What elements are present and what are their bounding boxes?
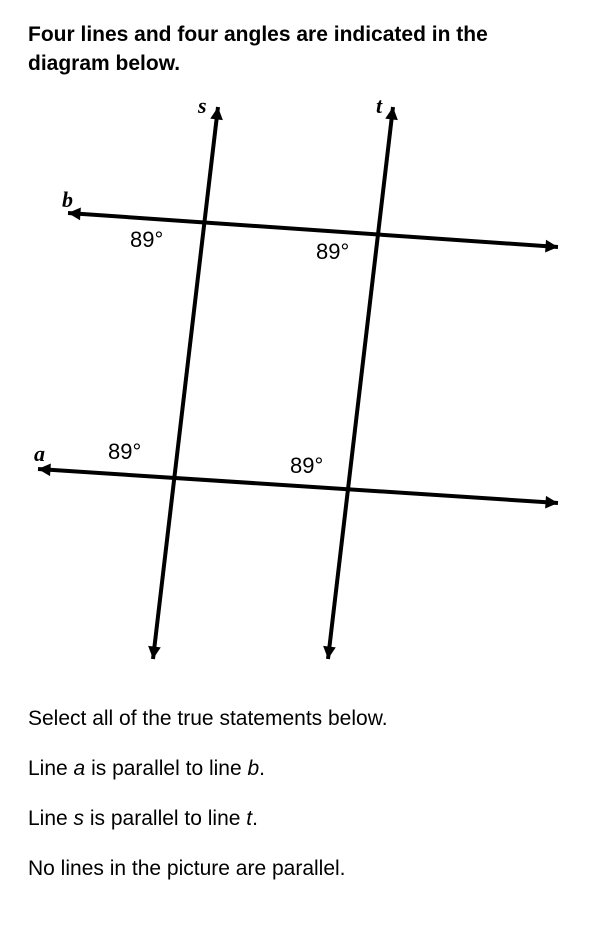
angle-label-4: 89°: [290, 453, 323, 479]
option-text: .: [259, 757, 265, 780]
geometry-diagram: bast89°89°89°89°: [28, 99, 568, 679]
option-2[interactable]: Line s is parallel to line t.: [28, 807, 574, 831]
line-label-t: t: [376, 93, 382, 119]
option-var: a: [74, 757, 86, 780]
question-text: Four lines and four angles are indicated…: [28, 20, 574, 79]
instruction-text: Select all of the true statements below.: [28, 707, 574, 731]
angle-label-1: 89°: [130, 227, 163, 253]
option-var: b: [247, 757, 259, 780]
line-label-s: s: [198, 93, 207, 119]
angle-label-2: 89°: [316, 239, 349, 265]
option-text: is parallel to line: [85, 757, 247, 780]
line-label-a: a: [34, 441, 45, 467]
option-1[interactable]: Line a is parallel to line b.: [28, 757, 574, 781]
option-text: Line: [28, 807, 74, 830]
option-text: No lines in the picture are parallel.: [28, 857, 346, 880]
option-text: Line: [28, 757, 74, 780]
option-var: s: [74, 807, 85, 830]
line-label-b: b: [62, 187, 73, 213]
option-text: is parallel to line: [84, 807, 246, 830]
option-text: .: [252, 807, 258, 830]
angle-label-3: 89°: [108, 439, 141, 465]
option-3[interactable]: No lines in the picture are parallel.: [28, 857, 574, 881]
